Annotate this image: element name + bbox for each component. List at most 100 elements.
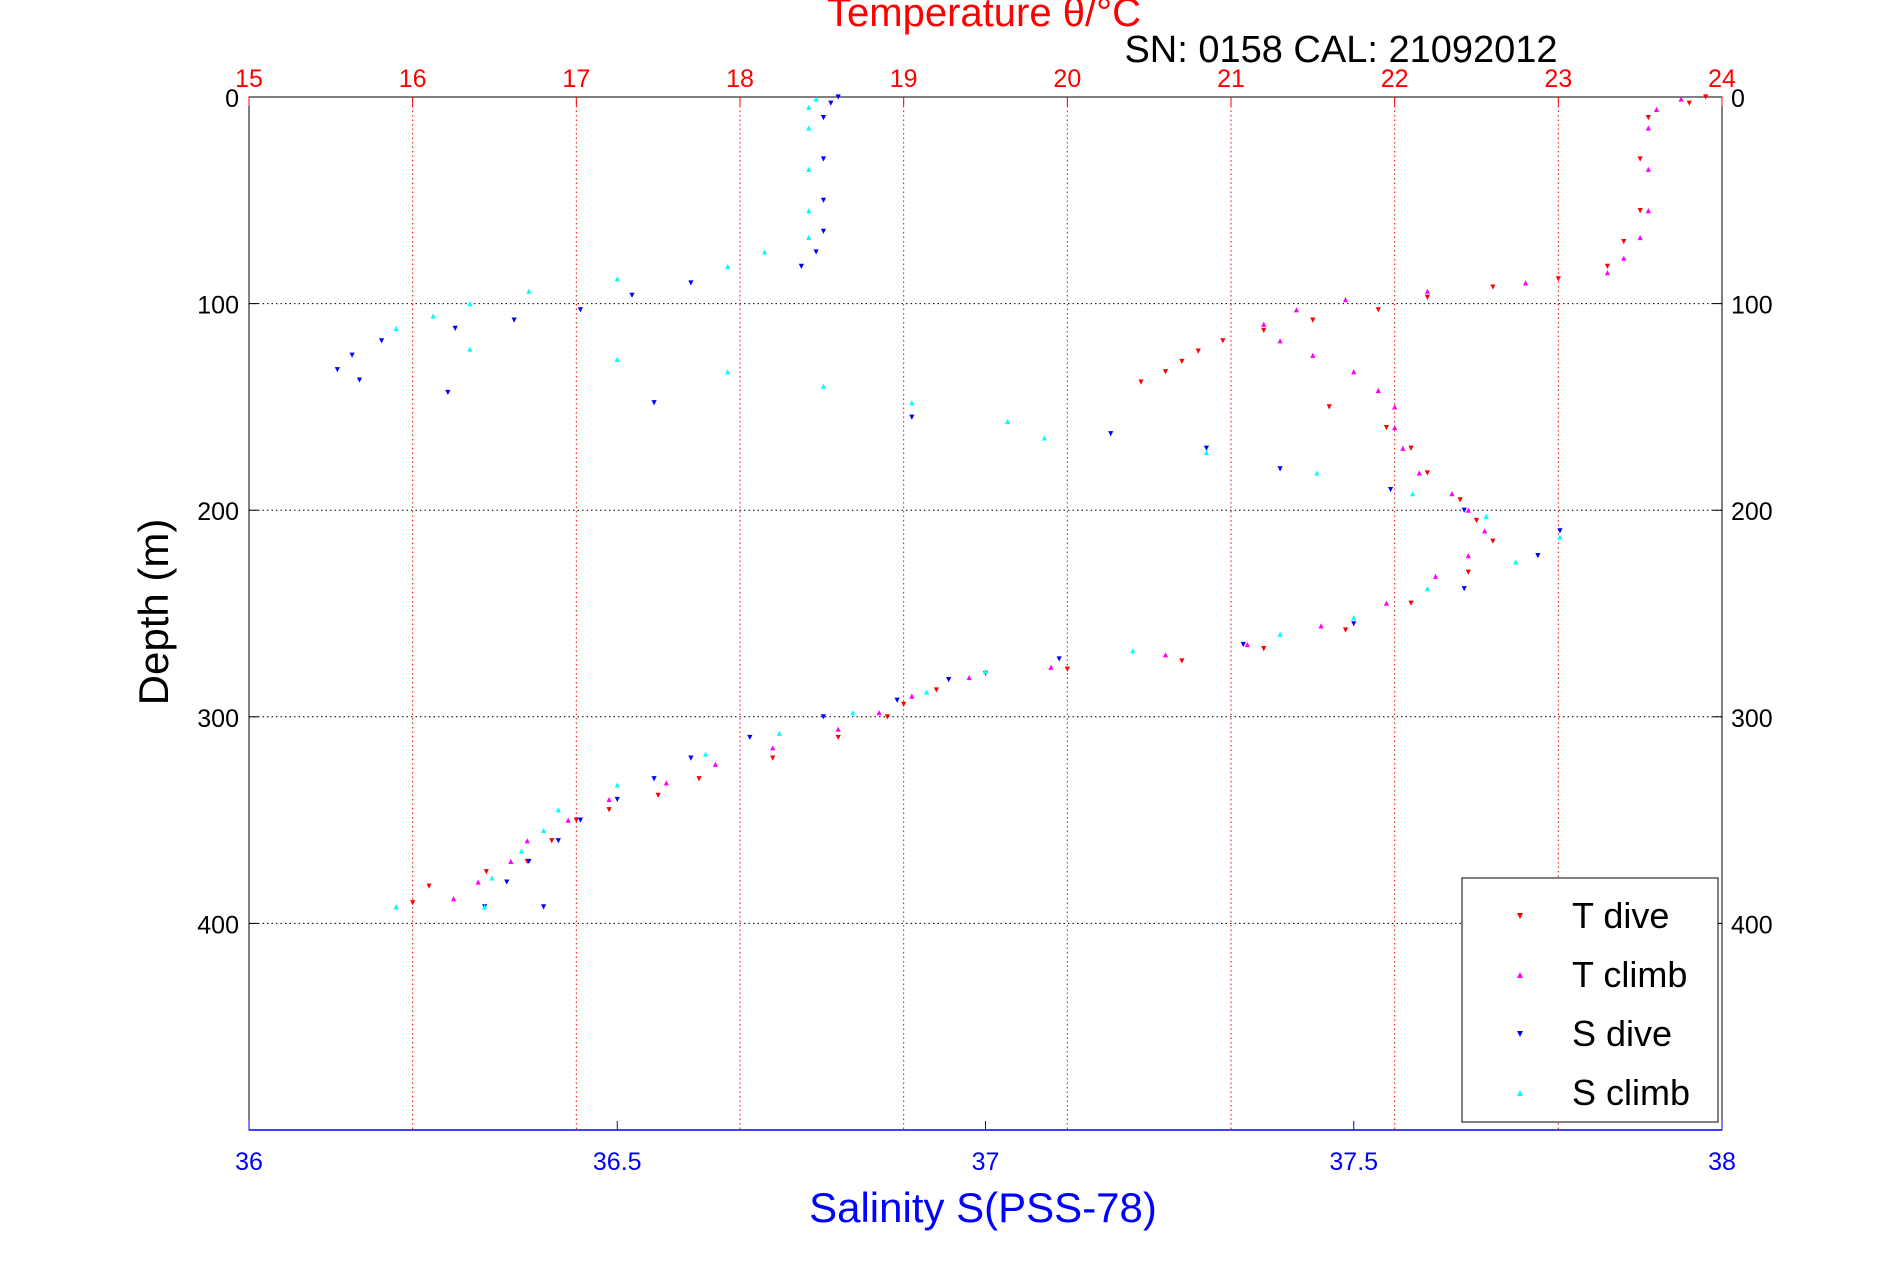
data-point bbox=[1637, 208, 1643, 214]
data-point bbox=[651, 776, 657, 782]
data-point bbox=[426, 883, 432, 889]
data-point bbox=[761, 249, 768, 255]
x-top-tick-label: 24 bbox=[1708, 65, 1736, 93]
data-point bbox=[1483, 513, 1489, 519]
data-point bbox=[1392, 404, 1398, 410]
y-tick-label-right: 200 bbox=[1731, 498, 1773, 526]
data-point bbox=[573, 817, 579, 823]
data-point bbox=[982, 668, 989, 674]
data-point bbox=[1383, 424, 1390, 431]
data-point bbox=[614, 356, 620, 362]
data-point bbox=[1653, 106, 1660, 112]
data-point bbox=[1621, 255, 1627, 261]
data-point bbox=[1465, 569, 1471, 575]
data-point bbox=[356, 377, 363, 383]
y-tick-label-left: 400 bbox=[197, 911, 239, 939]
data-point bbox=[526, 288, 532, 294]
data-point bbox=[393, 325, 399, 331]
data-point bbox=[1342, 627, 1349, 633]
data-point bbox=[1310, 317, 1316, 323]
chart-subtitle: SN: 0158 CAL: 21092012 bbox=[1124, 29, 1557, 71]
data-point bbox=[1645, 125, 1651, 131]
data-point bbox=[450, 896, 457, 902]
data-point bbox=[835, 734, 841, 741]
data-points bbox=[334, 94, 1709, 910]
data-point bbox=[820, 383, 827, 389]
legend-marker bbox=[1517, 1031, 1523, 1037]
legend-label: S climb bbox=[1572, 1072, 1690, 1113]
data-point bbox=[452, 325, 458, 331]
data-point bbox=[1220, 338, 1226, 344]
data-point bbox=[770, 755, 776, 761]
data-point bbox=[508, 858, 514, 865]
data-point bbox=[1555, 276, 1561, 282]
data-point bbox=[1277, 338, 1283, 344]
data-point bbox=[820, 228, 827, 234]
data-point bbox=[1557, 528, 1563, 534]
data-point bbox=[813, 249, 819, 255]
data-point bbox=[798, 263, 804, 270]
data-point bbox=[1535, 553, 1541, 559]
series-s-dive bbox=[334, 94, 1563, 910]
data-point bbox=[725, 369, 731, 375]
data-point bbox=[1424, 294, 1430, 301]
data-point bbox=[1351, 615, 1357, 621]
legend-box bbox=[1461, 877, 1719, 1123]
data-point bbox=[1424, 586, 1430, 592]
data-point bbox=[901, 701, 907, 708]
data-point bbox=[688, 755, 694, 761]
x-bottom-tick-label: 38 bbox=[1708, 1148, 1736, 1176]
data-point bbox=[1277, 466, 1283, 472]
data-point bbox=[1645, 166, 1651, 172]
data-point bbox=[1465, 507, 1471, 513]
data-point bbox=[541, 904, 547, 910]
data-point bbox=[526, 858, 532, 865]
legend-label: T climb bbox=[1572, 954, 1687, 995]
data-point bbox=[1244, 641, 1250, 648]
data-point bbox=[1203, 449, 1210, 455]
data-point bbox=[467, 346, 473, 352]
data-point bbox=[1261, 321, 1267, 327]
data-point bbox=[806, 234, 812, 241]
data-point bbox=[1048, 664, 1054, 670]
data-point bbox=[725, 263, 731, 270]
data-point bbox=[1410, 491, 1416, 497]
data-point bbox=[850, 710, 856, 716]
data-point bbox=[1375, 387, 1381, 393]
x-bottom-tick-label: 37.5 bbox=[1329, 1148, 1378, 1176]
data-point bbox=[1179, 358, 1185, 365]
series-t-dive bbox=[410, 94, 1709, 906]
data-point bbox=[349, 352, 355, 358]
x-top-tick-label: 23 bbox=[1544, 65, 1572, 93]
data-point bbox=[489, 875, 495, 881]
data-point bbox=[712, 761, 719, 767]
data-point bbox=[806, 125, 812, 131]
data-point bbox=[1056, 656, 1062, 662]
data-point bbox=[696, 776, 702, 782]
data-point bbox=[1416, 470, 1422, 476]
data-point bbox=[1203, 445, 1210, 451]
data-point bbox=[923, 689, 930, 695]
x-top-tick-label: 18 bbox=[726, 65, 754, 93]
data-point bbox=[614, 782, 620, 788]
data-point bbox=[1326, 404, 1332, 410]
data-point bbox=[334, 367, 340, 373]
legend-marker bbox=[1517, 1090, 1523, 1096]
data-point bbox=[1637, 156, 1643, 162]
data-point bbox=[1400, 445, 1406, 451]
data-point bbox=[1351, 369, 1357, 375]
data-point bbox=[1310, 352, 1316, 358]
data-point bbox=[1383, 600, 1390, 606]
data-point bbox=[835, 726, 841, 732]
data-point bbox=[1490, 284, 1496, 290]
legend-label: T dive bbox=[1572, 895, 1669, 936]
data-point bbox=[806, 208, 812, 214]
data-point bbox=[1686, 100, 1692, 106]
data-point bbox=[577, 307, 584, 313]
chart-title: Temperature θ/°C bbox=[827, 0, 1141, 35]
data-point bbox=[1240, 641, 1246, 648]
data-point bbox=[1162, 369, 1169, 375]
data-point bbox=[555, 838, 561, 844]
x-top-tick-label: 17 bbox=[562, 65, 590, 93]
legend-marker bbox=[1517, 972, 1523, 978]
